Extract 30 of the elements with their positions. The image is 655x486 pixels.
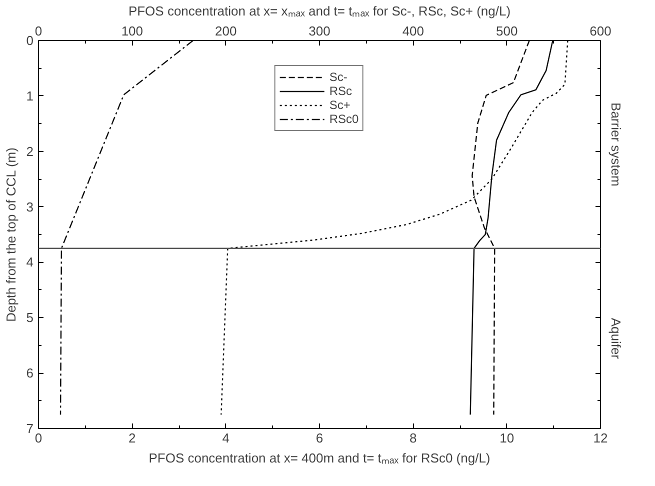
y-tick-label: 2 [26,144,34,159]
x2-tick-label: 100 [121,24,144,38]
legend-label: Sc+ [329,98,350,112]
y-tick-label: 3 [26,199,34,214]
y-tick-label: 4 [26,254,34,270]
x-tick-label: 6 [316,430,324,446]
x2-axis-title: PFOS concentration at x= xₘₐₓ and t= tₘₐₓ for Sc-, RSc, Sc+ (ng/L) [128,4,511,18]
y-tick-label: 6 [26,366,34,381]
legend-label: RSc0 [329,112,359,126]
x-tick-label: 12 [593,430,608,446]
x-axis-title: PFOS concentration at x= 400m and t= tₘₐₓ for RSc0 (ng/L) [148,450,490,466]
y-axis-title: Depth from the top of CCL (m) [3,148,18,322]
y-tick-label: 0 [26,33,34,48]
x-tick-label: 10 [500,430,514,446]
x-tick-label: 8 [410,430,417,446]
x-tick-label: 2 [128,430,136,446]
x2-tick-label: 500 [496,24,518,38]
x-tick-label: 4 [222,430,230,446]
legend-label: Sc- [329,70,348,84]
x2-tick-label: 200 [214,24,237,38]
y-tick-label: 5 [26,310,34,326]
y-tick-label: 7 [26,421,34,436]
line-series [60,40,194,416]
legend-label: RSc [329,84,352,98]
y-tick-label: 1 [26,88,34,104]
x2-tick-label: 300 [308,24,330,38]
x2-tick-label: 400 [402,24,424,38]
text: Aquifer [608,318,624,360]
text: Barrier system [608,102,624,186]
x2-tick-label: 600 [590,24,612,38]
